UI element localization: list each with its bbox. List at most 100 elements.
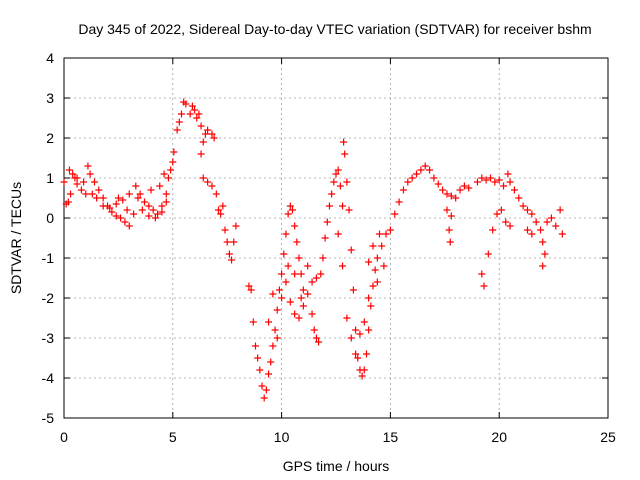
- data-point: [528, 230, 536, 238]
- data-point: [426, 166, 434, 174]
- data-point: [321, 234, 329, 242]
- data-point: [160, 170, 168, 178]
- data-point: [95, 186, 103, 194]
- data-point: [154, 210, 162, 218]
- data-point: [369, 242, 377, 250]
- data-point: [288, 206, 296, 214]
- data-point: [515, 194, 523, 202]
- data-point: [319, 254, 327, 262]
- data-point: [64, 198, 72, 206]
- data-point: [373, 254, 381, 262]
- data-point: [510, 186, 518, 194]
- data-point: [317, 270, 325, 278]
- data-point: [178, 110, 186, 118]
- data-point: [439, 186, 447, 194]
- data-point: [430, 174, 438, 182]
- data-point: [195, 110, 203, 118]
- data-point: [278, 270, 286, 278]
- data-point: [269, 290, 277, 298]
- y-tick-label: 2: [46, 130, 54, 146]
- y-tick-label: -4: [42, 370, 55, 386]
- data-point: [265, 370, 273, 378]
- data-point: [245, 282, 253, 290]
- data-point: [232, 222, 240, 230]
- data-point: [417, 166, 425, 174]
- data-point: [480, 282, 488, 290]
- data-point: [315, 338, 323, 346]
- data-point: [145, 212, 153, 220]
- data-point: [251, 342, 259, 350]
- data-point: [358, 372, 366, 380]
- data-point: [156, 182, 164, 190]
- data-point: [380, 262, 388, 270]
- data-point: [478, 270, 486, 278]
- y-tick-labels: -5 -4 -3 -2 -1 0 1 2 3 4: [42, 50, 55, 426]
- data-point: [478, 174, 486, 182]
- data-point: [204, 178, 212, 186]
- data-point: [537, 226, 545, 234]
- data-point: [365, 258, 373, 266]
- data-point: [123, 206, 131, 214]
- data-point: [386, 226, 394, 234]
- data-point: [214, 206, 222, 214]
- data-point: [219, 202, 227, 210]
- data-point: [112, 212, 120, 220]
- data-point: [286, 298, 294, 306]
- data-point: [365, 326, 373, 334]
- data-point: [447, 212, 455, 220]
- data-point: [93, 194, 101, 202]
- y-tick-label: -3: [42, 330, 55, 346]
- data-point: [199, 138, 207, 146]
- data-point: [493, 210, 501, 218]
- data-point: [112, 200, 120, 208]
- data-point: [260, 394, 268, 402]
- data-point: [158, 202, 166, 210]
- data-point: [217, 210, 225, 218]
- data-point: [352, 326, 360, 334]
- data-point: [465, 184, 473, 192]
- y-tick-label: -2: [42, 290, 55, 306]
- data-point: [267, 358, 275, 366]
- data-point: [308, 310, 316, 318]
- data-point: [334, 230, 342, 238]
- data-point: [325, 202, 333, 210]
- data-point: [280, 250, 288, 258]
- data-point: [506, 178, 514, 186]
- axis-ticks: [63, 57, 609, 419]
- data-point: [269, 342, 277, 350]
- x-tick-label: 0: [60, 429, 68, 445]
- data-point: [310, 326, 318, 334]
- data-point: [108, 208, 116, 216]
- data-point: [201, 130, 209, 138]
- data-point: [456, 186, 464, 194]
- data-point: [495, 176, 503, 184]
- data-point: [106, 204, 114, 212]
- data-point: [347, 334, 355, 342]
- data-point: [151, 214, 159, 222]
- data-point: [532, 218, 540, 226]
- data-point: [199, 174, 207, 182]
- x-tick-label: 25: [600, 429, 616, 445]
- data-point: [341, 150, 349, 158]
- data-point: [99, 202, 107, 210]
- data-point: [99, 194, 107, 202]
- x-tick-label: 5: [169, 429, 177, 445]
- data-point: [86, 170, 94, 178]
- data-point: [204, 126, 212, 134]
- data-point: [345, 206, 353, 214]
- data-point: [295, 314, 303, 322]
- data-point: [82, 190, 90, 198]
- y-tick-label: 0: [46, 210, 54, 226]
- data-point: [330, 178, 338, 186]
- data-point: [291, 310, 299, 318]
- data-point: [291, 222, 299, 230]
- data-point: [130, 210, 138, 218]
- data-point: [399, 186, 407, 194]
- data-point: [182, 100, 190, 108]
- data-point: [278, 294, 286, 302]
- data-point: [125, 222, 133, 230]
- data-point: [352, 350, 360, 358]
- data-point: [523, 226, 531, 234]
- data-point: [445, 226, 453, 234]
- data-point: [173, 126, 181, 134]
